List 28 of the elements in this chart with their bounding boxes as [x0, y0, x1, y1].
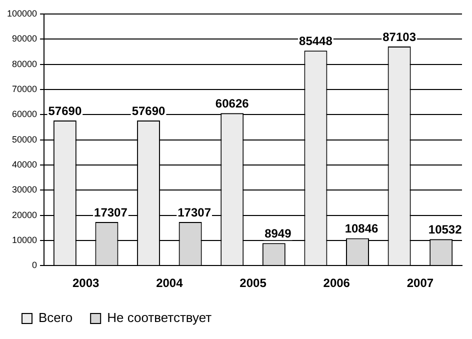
data-label: 87103 [382, 30, 416, 44]
x-tick-label: 2007 [406, 276, 434, 290]
y-tick-label: 10000 [12, 234, 38, 245]
y-tick-label: 20000 [12, 210, 38, 220]
y-tick-label: 40000 [12, 159, 38, 170]
y-tick-label: 90000 [12, 34, 38, 44]
y-tick-label: 60000 [12, 109, 38, 120]
data-label: 57690 [132, 104, 166, 118]
legend-label: Не соответствует [107, 310, 212, 326]
data-label: 85448 [299, 34, 333, 48]
x-tick-label: 2004 [156, 276, 184, 290]
data-label: 60626 [215, 96, 250, 110]
legend-label: Всего [38, 310, 73, 326]
y-tick-label: 50000 [12, 134, 38, 144]
x-tick-label: 2006 [323, 276, 350, 290]
data-label: 10532 [428, 222, 462, 236]
data-label: 10846 [344, 222, 379, 236]
data-label: 17307 [178, 205, 212, 220]
data-label: 17307 [94, 205, 128, 220]
y-tick-label: 70000 [12, 84, 38, 94]
x-tick-label: 2005 [240, 276, 267, 290]
data-label: 57690 [48, 104, 82, 118]
y-tick-label: 100000 [6, 8, 38, 18]
y-tick-label: 0 [32, 260, 38, 270]
y-tick-label: 80000 [12, 58, 38, 69]
x-tick-label: 2003 [72, 276, 100, 290]
y-tick-label: 30000 [12, 184, 38, 195]
data-label: 8949 [264, 226, 292, 240]
